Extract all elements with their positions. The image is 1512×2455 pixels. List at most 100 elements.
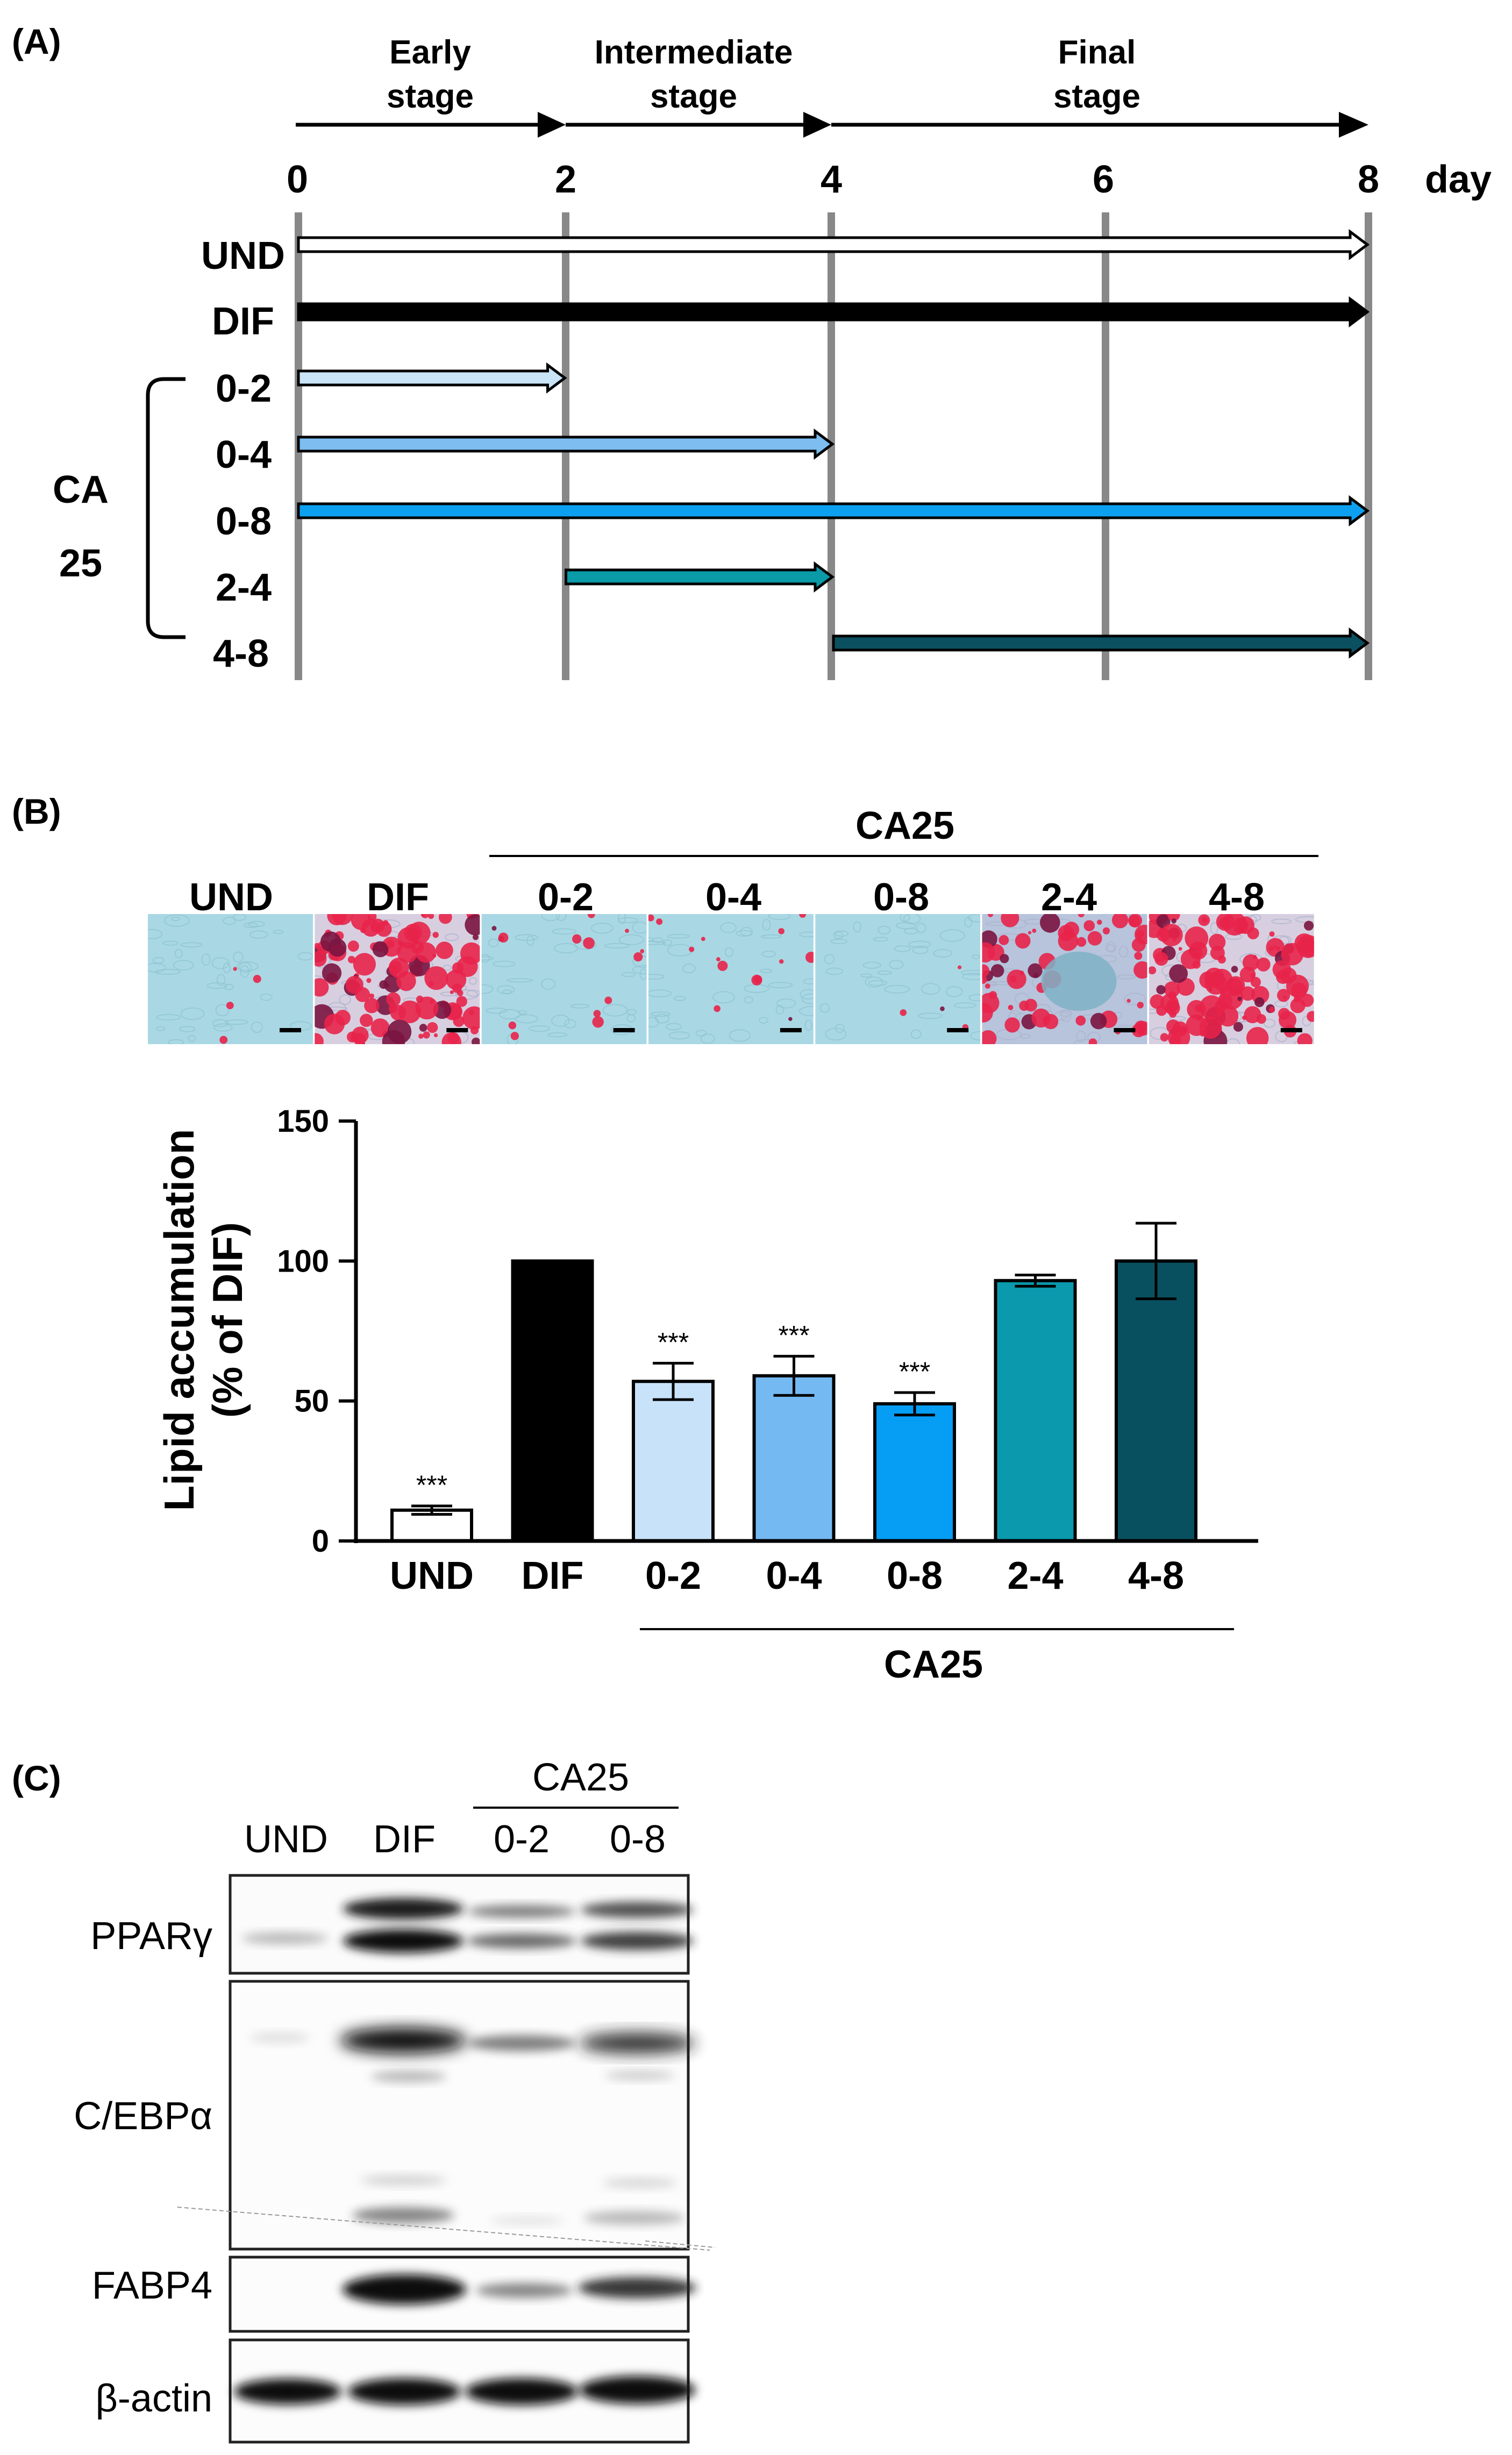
- x-tick-label: 0-2: [645, 1554, 701, 1597]
- significance-marker: ***: [658, 1327, 689, 1357]
- x-group-label: CA25: [884, 1643, 983, 1686]
- blot-label-cebp-alpha: C/EBPα: [74, 2095, 212, 2138]
- treatment-arrow-0-8: [297, 495, 1370, 526]
- day-tick-4: 4: [821, 158, 842, 201]
- significance-marker: ***: [899, 1357, 930, 1387]
- micrographs: [148, 914, 1314, 1044]
- x-tick-label: 2-4: [1007, 1554, 1063, 1597]
- panel-c: (C) CA25 UND DIF 0-2 0-8 PPARγ C/EBPα: [12, 1756, 716, 2444]
- band: [579, 2376, 695, 2404]
- bar-0-4: [752, 1374, 836, 1543]
- panel-c-header: CA25: [532, 1756, 629, 1799]
- lipid-bar-chart: Lipid accumulation (% of DIF) 050100150 …: [155, 1104, 1258, 1686]
- band: [581, 1902, 694, 1918]
- band: [343, 2274, 466, 2304]
- band: [605, 2071, 675, 2080]
- blot-bands-ppar-gamma: [242, 1898, 694, 1953]
- band: [352, 2207, 454, 2223]
- blot-label-ppar-gamma: PPARγ: [90, 1915, 212, 1958]
- significance-marker: ***: [416, 1470, 447, 1500]
- band: [250, 2032, 309, 2043]
- band: [348, 2378, 461, 2405]
- stage-arrows: [296, 112, 1368, 138]
- panel-b-label: (B): [12, 791, 61, 831]
- treatment-arrows: [297, 229, 1370, 659]
- x-labels: UND DIF 0-2 0-4 0-8 2-4 4-8: [390, 1554, 1184, 1597]
- band: [578, 2277, 696, 2299]
- band: [242, 1932, 328, 1944]
- band: [476, 2283, 573, 2298]
- y-tick-label: 50: [294, 1384, 329, 1419]
- micrograph-0-8: [815, 914, 981, 1044]
- stage-intermediate-line2: stage: [650, 78, 737, 115]
- x-tick-label: 4-8: [1128, 1554, 1184, 1597]
- band: [465, 2378, 578, 2405]
- micrograph-label-0-8: 0-8: [873, 876, 929, 919]
- band: [489, 2216, 565, 2225]
- panel-c-label: (C): [12, 1758, 61, 1798]
- lane-label-und: UND: [244, 1818, 328, 1861]
- day-tick-2: 2: [555, 158, 576, 201]
- treatment-arrow-4-8: [832, 627, 1370, 659]
- blot-bands-beta-actin: [234, 2376, 695, 2405]
- band: [583, 2211, 686, 2225]
- x-tick-label: 0-4: [766, 1554, 822, 1597]
- micrograph-0-4: [648, 914, 814, 1044]
- y-tick-label: 100: [277, 1244, 329, 1279]
- band: [602, 2178, 677, 2188]
- panel-a-label: (A): [12, 22, 61, 61]
- micrograph-label-4-8: 4-8: [1209, 876, 1265, 919]
- band: [579, 2032, 695, 2054]
- bar-0-2: [632, 1380, 715, 1543]
- stage-final-line2: stage: [1053, 78, 1140, 115]
- band: [343, 1929, 463, 1953]
- x-tick-label: 0-8: [887, 1554, 943, 1597]
- treatment-arrow-dif: [297, 296, 1370, 327]
- blot-splice-line: [177, 2207, 710, 2251]
- band: [468, 2035, 575, 2051]
- panel-b-header: CA25: [855, 804, 954, 847]
- panel-a: (A) Early stage Intermediate stage Final…: [12, 22, 1492, 680]
- band: [371, 2071, 446, 2082]
- blot-frame-ppar-gamma: [229, 1874, 690, 1975]
- group-label-0-8: 0-8: [216, 500, 272, 543]
- day-tick-6: 6: [1093, 158, 1114, 201]
- bars: *** *** *** ***: [390, 1222, 1197, 1543]
- treatment-arrow-2-4: [565, 561, 835, 593]
- x-tick-label: UND: [390, 1554, 474, 1597]
- bracket-label-25: 25: [59, 542, 102, 585]
- blot-label-fabp4: FABP4: [92, 2264, 212, 2307]
- blot-bands-cebp-alpha: [250, 2028, 695, 2225]
- blot-bands-fabp4: [343, 2274, 696, 2304]
- bracket-label-ca: CA: [53, 468, 109, 511]
- treatment-arrow-0-2: [297, 362, 567, 394]
- stage-early-line1: Early: [389, 34, 471, 71]
- micrograph-0-2: [481, 914, 647, 1044]
- blot-frame-cebp-alpha: [229, 1980, 690, 2251]
- y-tick-label: 0: [312, 1524, 329, 1559]
- micrograph-4-8: [1149, 914, 1314, 1044]
- group-label-dif: DIF: [212, 300, 274, 343]
- y-tick-label: 150: [277, 1104, 329, 1139]
- bar-dif: [511, 1259, 594, 1543]
- band: [581, 1932, 694, 1950]
- bar-2-4: [994, 1279, 1077, 1543]
- y-axis-title-line2: (% of DIF): [204, 1222, 251, 1418]
- micrograph-dif: [315, 914, 480, 1044]
- group-label-0-2: 0-2: [216, 367, 272, 410]
- band: [234, 2379, 341, 2404]
- micrograph-label-0-4: 0-4: [705, 876, 761, 919]
- blot-splice-line: [645, 2240, 716, 2248]
- day-tick-8: 8: [1358, 158, 1379, 201]
- band: [340, 2028, 467, 2053]
- day-tick-0: 0: [287, 158, 308, 201]
- micrograph-label-und: UND: [189, 876, 273, 919]
- micrograph-2-4: [982, 914, 1147, 1044]
- micrograph-label-2-4: 2-4: [1041, 876, 1097, 919]
- stage-final-line1: Final: [1058, 34, 1136, 71]
- lane-label-dif: DIF: [373, 1818, 436, 1861]
- ca25-bracket: [146, 377, 186, 639]
- stage-intermediate-line1: Intermediate: [595, 34, 793, 71]
- bar-0-8: [873, 1402, 956, 1543]
- band: [360, 2175, 446, 2186]
